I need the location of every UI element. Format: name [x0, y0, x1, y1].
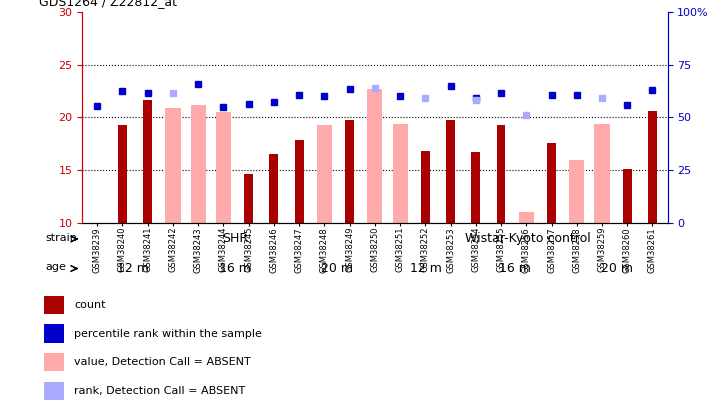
Text: 12 m: 12 m: [410, 262, 442, 275]
Text: age: age: [46, 262, 66, 272]
Bar: [393, 124, 408, 223]
Bar: [269, 154, 278, 223]
Text: value, Detection Call = ABSENT: value, Detection Call = ABSENT: [74, 357, 251, 367]
Text: GDS1264 / Z22812_at: GDS1264 / Z22812_at: [39, 0, 177, 8]
Bar: [623, 169, 632, 223]
Text: count: count: [74, 300, 106, 310]
Text: 12 m: 12 m: [117, 262, 149, 275]
Bar: [295, 140, 303, 223]
Bar: [471, 152, 481, 223]
Bar: [216, 112, 231, 223]
Text: 20 m: 20 m: [600, 262, 633, 275]
Bar: [497, 125, 506, 223]
Text: 16 m: 16 m: [499, 262, 531, 275]
Bar: [144, 100, 152, 223]
FancyBboxPatch shape: [44, 296, 64, 314]
Text: 16 m: 16 m: [219, 262, 251, 275]
FancyBboxPatch shape: [44, 353, 64, 371]
Bar: [569, 160, 584, 223]
FancyBboxPatch shape: [44, 382, 64, 400]
FancyBboxPatch shape: [44, 324, 64, 343]
Bar: [594, 124, 610, 223]
Text: strain: strain: [46, 232, 78, 243]
Text: 20 m: 20 m: [321, 262, 353, 275]
Text: SHR: SHR: [222, 232, 248, 245]
Bar: [367, 89, 383, 223]
Bar: [191, 105, 206, 223]
Bar: [421, 151, 430, 223]
Bar: [446, 119, 455, 223]
Bar: [518, 212, 534, 223]
Bar: [317, 125, 332, 223]
Bar: [547, 143, 556, 223]
Bar: [118, 125, 127, 223]
Text: percentile rank within the sample: percentile rank within the sample: [74, 328, 262, 339]
Text: rank, Detection Call = ABSENT: rank, Detection Call = ABSENT: [74, 386, 246, 396]
Bar: [345, 119, 354, 223]
Text: Wistar-Kyoto control: Wistar-Kyoto control: [465, 232, 590, 245]
Bar: [648, 111, 657, 223]
Bar: [166, 108, 181, 223]
Bar: [244, 174, 253, 223]
